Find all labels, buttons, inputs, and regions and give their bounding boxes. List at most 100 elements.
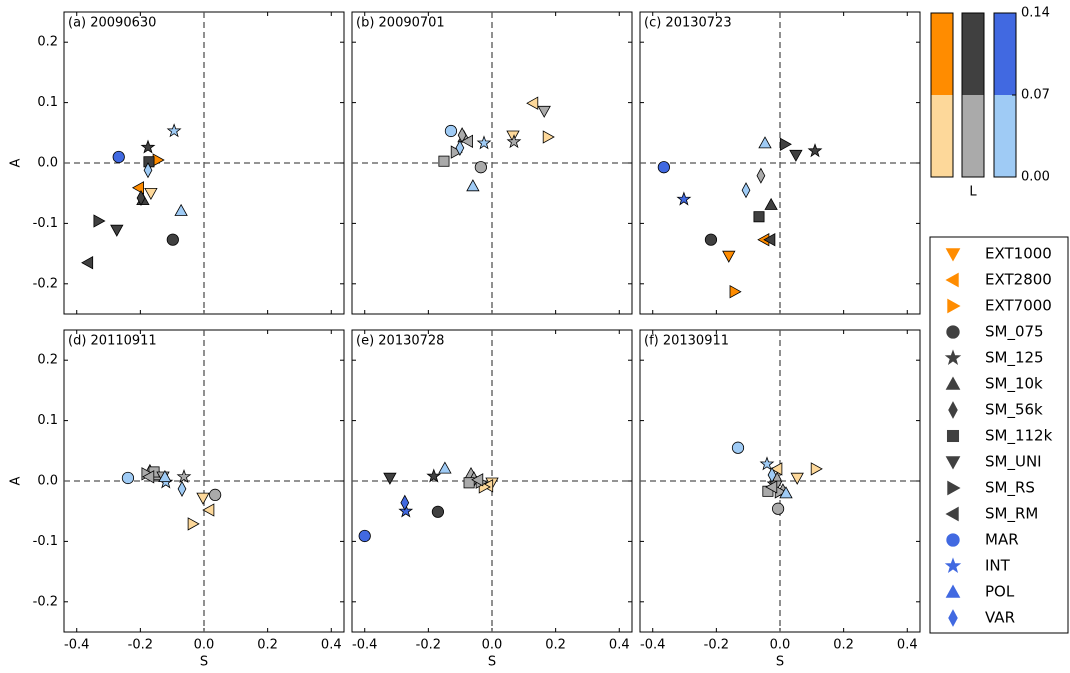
data-point xyxy=(358,529,371,543)
x-tick-label: -0.4 xyxy=(352,638,377,653)
legend-marker xyxy=(946,533,960,547)
x-tick-label: -0.4 xyxy=(640,638,665,653)
colorbar-segment xyxy=(994,95,1016,177)
data-point xyxy=(176,468,192,484)
data-point xyxy=(81,256,94,270)
legend-label: SM_125 xyxy=(985,349,1044,368)
data-point xyxy=(767,466,777,484)
panel-title: (d) 20110911 xyxy=(68,334,157,349)
legend-label: SM_56k xyxy=(985,401,1043,420)
data-point xyxy=(756,167,766,184)
legend-label: EXT1000 xyxy=(985,245,1052,263)
data-point xyxy=(144,187,158,201)
data-point xyxy=(444,124,458,138)
x-axis-label: S xyxy=(488,655,496,670)
data-point xyxy=(187,517,200,531)
legend-label: EXT2800 xyxy=(985,271,1052,289)
data-point xyxy=(526,96,539,110)
data-point xyxy=(771,502,785,515)
data-point xyxy=(426,468,442,483)
data-point xyxy=(471,473,484,487)
y-tick-label: 0.1 xyxy=(37,413,58,428)
panel-title: (a) 20090630 xyxy=(68,16,156,31)
x-tick-label: 0.0 xyxy=(482,638,503,653)
y-tick-label: 0.1 xyxy=(37,95,58,110)
y-tick-label: -0.1 xyxy=(33,216,58,231)
legend-marker xyxy=(945,584,961,598)
y-tick-label: 0.0 xyxy=(37,474,58,489)
legend-marker xyxy=(946,429,960,443)
data-point xyxy=(457,127,467,144)
colorbar-tick-label: 0.07 xyxy=(1021,88,1050,103)
data-point xyxy=(765,480,778,494)
data-point xyxy=(506,134,522,149)
legend-marker xyxy=(945,248,961,262)
data-point xyxy=(398,503,414,518)
colorbar-segment xyxy=(962,95,984,177)
legend-label: SM_10k xyxy=(985,375,1043,394)
data-point xyxy=(763,233,776,247)
legend-marker xyxy=(948,401,958,419)
data-point xyxy=(764,197,778,210)
x-tick-label: 0.0 xyxy=(194,638,215,653)
legend-marker xyxy=(945,456,961,470)
y-tick-label: -0.1 xyxy=(33,534,58,549)
data-point xyxy=(807,143,823,158)
panel-title: (c) 20130723 xyxy=(644,16,732,31)
data-point xyxy=(729,285,742,299)
y-axis-label: A xyxy=(9,158,24,167)
data-point xyxy=(93,214,106,228)
data-point xyxy=(142,470,155,484)
legend-label: VAR xyxy=(985,609,1015,627)
legend-label: SM_RS xyxy=(985,479,1035,498)
y-tick-label: 0.0 xyxy=(37,156,58,171)
data-point xyxy=(542,130,555,144)
x-tick-label: -0.4 xyxy=(64,638,89,653)
data-point xyxy=(136,189,146,207)
x-tick-label: 0.4 xyxy=(897,638,918,653)
legend-label: MAR xyxy=(985,531,1019,549)
data-point xyxy=(676,191,692,206)
data-point xyxy=(463,477,475,489)
legend-marker xyxy=(944,557,962,574)
data-point xyxy=(704,233,718,246)
x-tick-label: 0.4 xyxy=(609,638,630,653)
data-point xyxy=(112,150,125,164)
data-point xyxy=(466,179,480,192)
legend-marker xyxy=(945,506,959,522)
data-point xyxy=(790,472,804,485)
y-tick-label: 0.2 xyxy=(37,35,58,50)
panel-title: (b) 20090701 xyxy=(356,16,445,31)
colorbar-segment xyxy=(931,13,953,95)
x-tick-label: 0.0 xyxy=(770,638,791,653)
legend-marker xyxy=(946,325,960,339)
data-point xyxy=(779,137,792,151)
data-point xyxy=(731,441,745,454)
data-point xyxy=(506,130,520,143)
data-point xyxy=(438,461,452,474)
y-axis-label: A xyxy=(9,476,24,485)
data-point xyxy=(158,469,172,483)
legend-marker xyxy=(945,272,959,288)
data-point xyxy=(810,462,823,476)
x-tick-label: -0.2 xyxy=(416,638,441,653)
x-tick-label: -0.2 xyxy=(128,638,153,653)
y-tick-label: -0.2 xyxy=(33,594,58,609)
legend-label: POL xyxy=(985,583,1015,601)
legend-label: SM_112k xyxy=(985,427,1053,446)
data-point xyxy=(177,480,187,497)
data-point xyxy=(383,472,397,485)
y-tick-label: -0.2 xyxy=(33,276,58,291)
data-point xyxy=(202,503,215,517)
legend-label: EXT7000 xyxy=(985,297,1052,315)
data-point xyxy=(476,135,492,150)
data-point xyxy=(166,123,182,138)
data-point xyxy=(400,494,410,511)
colorbar-tick-label: 0.14 xyxy=(1021,6,1050,21)
colorbar-tick-label: 0.00 xyxy=(1021,170,1050,185)
data-point xyxy=(196,492,210,505)
data-point xyxy=(741,182,751,199)
data-point xyxy=(110,224,124,237)
panel-title: (e) 20130728 xyxy=(356,334,444,349)
